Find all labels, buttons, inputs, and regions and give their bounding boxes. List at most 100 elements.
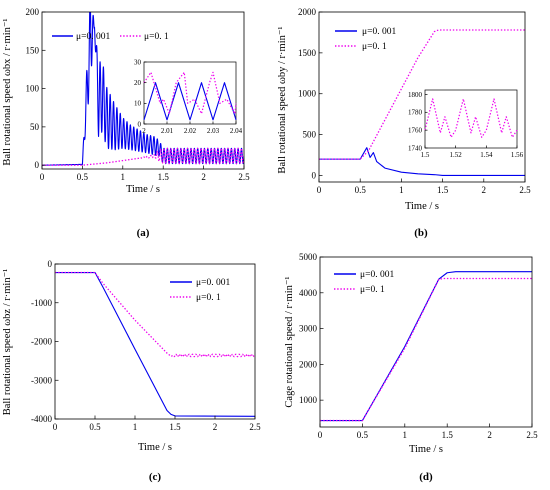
axis-b-ytick-label-4: 2000 (298, 7, 317, 17)
inset-a-xtick-label-2: 2.02 (184, 127, 197, 135)
inset-b-ytick-label-1: 1760 (408, 126, 423, 134)
chart-panel-d: 0 0.5 1 1.5 2 2.5 1000 2000 3000 4000 5000 Time / … (284, 252, 538, 483)
y-axis-label-b: Ball rotational speed ωby / r·min⁻¹ (277, 26, 288, 173)
axis-d-ytick-label-2: 3000 (299, 324, 318, 334)
inset-ticks-a: 2 2.01 2.02 2.03 2.04 0 10 20 30 (134, 58, 243, 135)
inset-series-line-a-2 (143, 71, 237, 115)
inset-series-line-b-1 (424, 98, 518, 138)
axis-a-ytick-label-3: 150 (26, 45, 40, 55)
plot-area-a (42, 12, 244, 166)
axis-c-xtick-label-3: 1.5 (169, 422, 181, 432)
inset-b-xtick-label-3: 1.56 (511, 151, 524, 159)
inset-b-ytick-label-0: 1740 (408, 144, 423, 152)
inset-a-ytick-label-1: 10 (134, 100, 142, 108)
legend-b: μ=0. 001 μ=0. 1 (335, 27, 396, 52)
axis-d-xtick-label-4: 2 (487, 430, 492, 440)
axis-a-ytick-label-4: 200 (26, 7, 40, 17)
ticks-c: 0 0.5 1 1.5 2 2.5 0 -1000 -2000 -3000 -4000 (31, 259, 261, 432)
axis-d-ytick-label-1: 2000 (299, 359, 318, 369)
inset-a: 2 2.01 2.02 2.03 2.04 0 10 20 30 (134, 58, 243, 135)
axis-a-ytick-label-0: 0 (35, 160, 40, 170)
axis-a-ytick-label-2: 100 (26, 84, 40, 94)
axis-a-ytick-label-1: 50 (30, 122, 40, 132)
legend-label-c-1: μ=0. 001 (196, 278, 230, 288)
inset-a-xtick-label-0: 2 (142, 127, 146, 135)
axis-d-xtick-label-3: 1.5 (442, 430, 454, 440)
inset-plot-a (143, 71, 237, 121)
inset-b-ytick-label-2: 1780 (408, 109, 423, 117)
axis-a-xtick-label-1: 0.5 (77, 172, 89, 182)
legend-label-a-2: μ=0. 1 (144, 32, 169, 42)
axis-c-xtick-label-2: 1 (133, 422, 138, 432)
y-axis-label-d: Cage rotational speed / r·min⁻¹ (284, 276, 295, 407)
axis-a-xtick-label-5: 2.5 (238, 172, 250, 182)
axis-b-xtick-label-1: 0.5 (355, 185, 367, 195)
axis-c-ytick-label-0: 0 (48, 259, 53, 269)
series-line-b-1 (319, 147, 525, 177)
axis-b-ytick-label-2: 1000 (298, 89, 317, 99)
axis-a-xtick-label-4: 2 (201, 172, 206, 182)
inset-frame-a (143, 61, 237, 125)
axis-d-xtick-label-5: 2.5 (526, 430, 538, 440)
panel-label-b: (b) (414, 227, 428, 239)
inset-ticks-b: 1.5 1.52 1.54 1.56 1740 1760 1780 1800 (408, 91, 524, 159)
axis-d-ytick-label-4: 5000 (299, 252, 318, 262)
inset-b-ytick-label-3: 1800 (408, 91, 423, 99)
axis-c-ytick-label-1: -1000 (31, 298, 52, 308)
axis-d-xtick-label-2: 1 (403, 430, 408, 440)
inset-series-line-a-1 (143, 82, 237, 121)
series-line-a-1 (42, 12, 244, 166)
axis-b-ytick-label-1: 500 (303, 130, 317, 140)
axis-b-xtick-label-5: 2.5 (519, 185, 531, 195)
inset-a-ytick-label-3: 30 (134, 58, 142, 66)
axis-b-xtick-label-0: 0 (317, 185, 322, 195)
axes-frame-d (319, 256, 533, 428)
chart-panel-b: 0 0.5 1 1.5 2 2.5 0 500 1000 1500 2000 Time / s Ba… (277, 7, 531, 239)
inset-a-xtick-label-4: 2.04 (230, 127, 243, 135)
y-axis-label-a: Ball rotational speed ωbx / r·min⁻¹ (2, 18, 13, 165)
legend-label-d-2: μ=0. 1 (360, 285, 385, 295)
axis-c-ytick-label-3: -3000 (31, 375, 52, 385)
inset-a-ytick-label-0: 0 (138, 120, 142, 128)
ticks-d: 0 0.5 1 1.5 2 2.5 1000 2000 3000 4000 5000 (299, 252, 538, 440)
legend-a: μ=0. 001 μ=0. 1 (52, 32, 169, 42)
series-line-c-1 (55, 271, 255, 417)
panel-label-c: (c) (149, 471, 162, 483)
plot-area-c (55, 271, 255, 417)
x-axis-label-b: Time / s (405, 201, 439, 212)
inset-b-xtick-label-1: 1.52 (450, 151, 463, 159)
axes-frame-a (41, 11, 245, 170)
panel-label-a: (a) (137, 227, 150, 239)
axis-a-xtick-label-0: 0 (40, 172, 45, 182)
legend-label-b-2: μ=0. 1 (362, 42, 387, 52)
axis-c-xtick-label-4: 2 (213, 422, 218, 432)
plot-area-d (320, 271, 532, 422)
x-axis-label-a: Time / s (126, 184, 160, 195)
legend-d: μ=0. 001 μ=0. 1 (334, 270, 394, 295)
x-axis-label-d: Time / s (409, 444, 443, 455)
inset-plot-b (424, 98, 518, 138)
axis-d-ytick-label-3: 4000 (299, 288, 318, 298)
inset-frame-b (424, 89, 518, 149)
axis-b-ytick-label-3: 1500 (298, 48, 317, 58)
inset-a-xtick-label-3: 2.03 (207, 127, 220, 135)
series-line-d-2 (320, 277, 532, 422)
axis-b-xtick-label-2: 1 (399, 185, 404, 195)
axis-c-xtick-label-0: 0 (53, 422, 58, 432)
y-axis-label-c: Ball rotational speed ωbz / r·min⁻¹ (2, 269, 13, 416)
inset-b-xtick-label-2: 1.54 (480, 151, 493, 159)
axis-d-ytick-label-0: 1000 (299, 395, 318, 405)
inset-b-xtick-label-0: 1.5 (421, 151, 430, 159)
axis-d-xtick-label-0: 0 (318, 430, 323, 440)
plot-area-b (319, 29, 525, 177)
axis-b-ytick-label-0: 0 (312, 170, 317, 180)
axis-d-xtick-label-1: 0.5 (357, 430, 369, 440)
axis-a-xtick-label-3: 1.5 (158, 172, 170, 182)
chart-panel-c: 0 0.5 1 1.5 2 2.5 0 -1000 -2000 -3000 -4000 Time /… (2, 259, 261, 483)
x-axis-label-c: Time / s (138, 442, 172, 453)
axis-c-ytick-label-2: -2000 (31, 337, 52, 347)
legend-label-c-2: μ=0. 1 (196, 293, 221, 303)
